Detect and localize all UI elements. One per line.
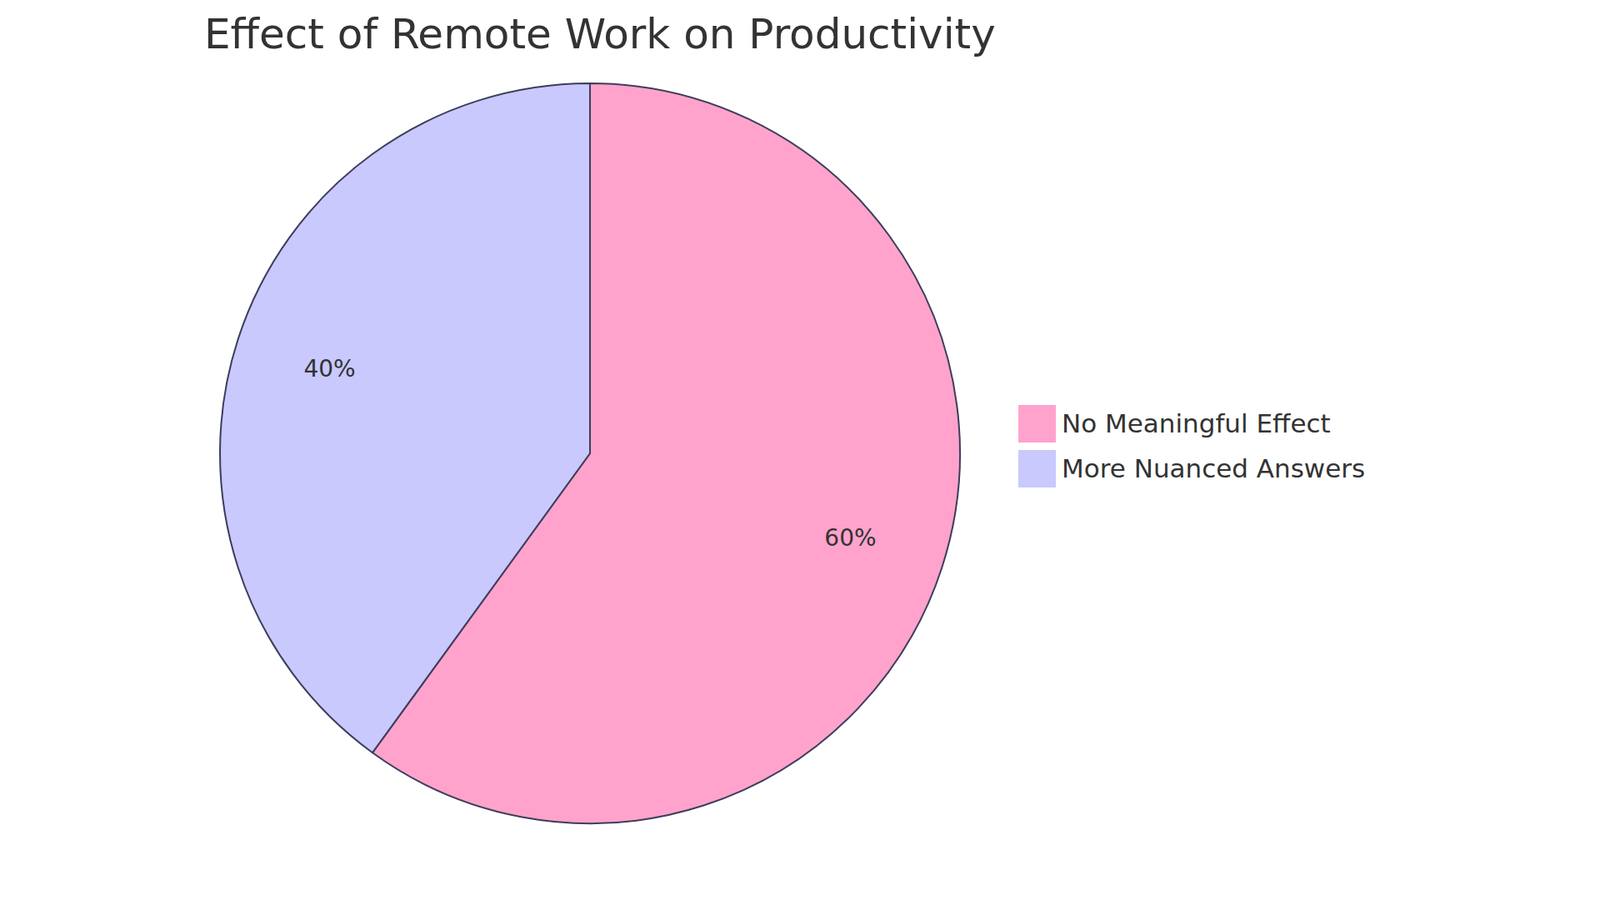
html-text:No Meaningful Effect: No Meaningful Effect: [1061, 408, 1331, 439]
svg-text:40%: 40%: [303, 355, 355, 383]
html-text:More Nuanced Answers: More Nuanced Answers: [1061, 453, 1366, 484]
svg-text:60%: 60%: [824, 524, 876, 552]
html-text:Effect of Remote Work on Produ: Effect of Remote Work on Productivity: [204, 10, 996, 59]
